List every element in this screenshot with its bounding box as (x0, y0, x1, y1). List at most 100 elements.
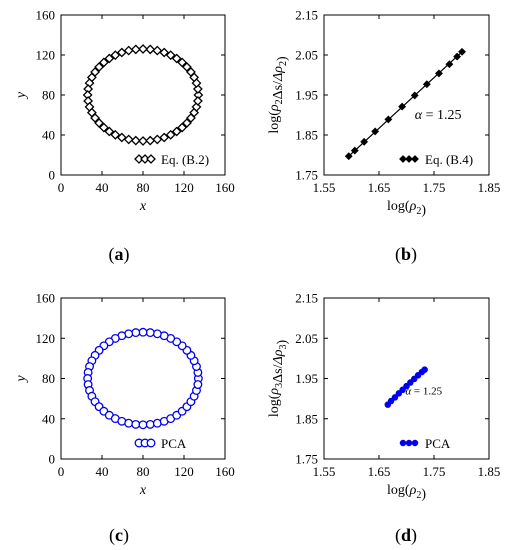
y-tick-label: 0 (49, 168, 56, 183)
data-point (104, 53, 115, 64)
y-axis-label: y (14, 91, 29, 100)
x-tick-label: 1.85 (478, 464, 501, 479)
y-tick-label: 120 (36, 48, 56, 63)
data-point (453, 52, 462, 61)
x-tick-label: 160 (215, 464, 235, 479)
data-point (138, 420, 148, 430)
y-tick-label: 0 (49, 452, 56, 467)
x-tick-label: 80 (137, 180, 150, 195)
chart-panel-d: 1.55 1.65 1.75 1.85 1.75 1.85 1.95 2.05 2.15 log(… (267, 291, 500, 547)
legend-marker (411, 155, 419, 163)
data-point (445, 60, 454, 69)
data-point (145, 419, 155, 429)
data-point (421, 366, 428, 373)
y-axis-label: y (14, 375, 29, 384)
data-point (384, 115, 393, 124)
y-axis-label: log(ρ3Δs/Δρ3) (267, 340, 290, 418)
data-point (177, 122, 188, 133)
x-tick-label: 120 (174, 464, 194, 479)
x-tick-label: 80 (137, 464, 150, 479)
data-point (123, 45, 134, 56)
y-tick-label: 40 (42, 411, 55, 426)
y-tick-label: 1.75 (295, 168, 318, 183)
data-point (371, 127, 380, 136)
data-point (130, 44, 141, 55)
x-tick-label: 1.85 (478, 180, 501, 195)
data-point (130, 135, 141, 146)
data-point (192, 96, 203, 106)
data-point (116, 47, 127, 58)
data-point (399, 386, 406, 394)
x-tick-label: 40 (96, 464, 109, 479)
x-tick-label: 40 (96, 180, 109, 195)
data-point (145, 328, 155, 338)
data-point (152, 45, 163, 56)
x-tick-label: 1.65 (368, 464, 391, 479)
chart-panel-b: 1.55 1.65 1.75 1.85 1.75 1.85 1.95 2.05 2.15 log(… (267, 8, 500, 266)
panel-label: (c) (109, 525, 129, 546)
legend-marker (146, 154, 156, 164)
data-point (94, 62, 105, 72)
data-point (387, 397, 395, 405)
y-tick-label: 1.95 (295, 88, 318, 103)
data-point (98, 122, 109, 133)
data-point (152, 134, 163, 145)
data-point (131, 419, 141, 429)
data-point (186, 67, 196, 77)
x-axis-label: log(ρ2) (387, 199, 426, 218)
data-point (391, 394, 399, 401)
data-point (395, 390, 403, 397)
panel-label: (b) (395, 244, 417, 265)
y-tick-label: 2.15 (295, 291, 318, 306)
y-tick-label: 80 (42, 371, 55, 386)
x-tick-label: 1.75 (423, 464, 446, 479)
data-point (159, 132, 170, 143)
y-tick-label: 1.85 (295, 411, 318, 426)
data-point (181, 118, 192, 128)
panel-label: (d) (395, 525, 417, 546)
x-axis-label: x (139, 483, 147, 498)
data-point (124, 418, 134, 428)
fit-line (348, 51, 463, 157)
legend-label: PCA (161, 436, 187, 451)
data-point (435, 69, 443, 78)
legend-marker (405, 155, 413, 163)
y-tick-label: 80 (42, 88, 55, 103)
alpha-annotation: α = 1.25 (415, 108, 462, 123)
data-point (110, 50, 121, 61)
data-point (398, 102, 407, 111)
plot-frame (323, 297, 490, 460)
legend-marker (399, 439, 407, 447)
legend-marker (399, 155, 407, 163)
chart-panel-a: 0 40 80 120 160 0 40 80 120 160 x y Eq. (B.2) (a) (14, 8, 235, 266)
data-point (110, 129, 121, 140)
legend-label: Eq. (B.2) (161, 152, 209, 167)
x-tick-label: 120 (174, 180, 194, 195)
x-tick-label: 1.55 (313, 180, 336, 195)
legend-label: Eq. (B.4) (425, 152, 473, 167)
y-tick-label: 1.95 (295, 371, 318, 386)
data-point (403, 382, 410, 390)
data-point (94, 118, 105, 128)
alpha-annotation: α = 1.25 (405, 386, 442, 398)
data-point (165, 50, 176, 61)
data-point (145, 44, 156, 55)
panel-label: (a) (109, 244, 130, 265)
x-tick-label: 0 (58, 464, 65, 479)
data-point (171, 53, 182, 64)
chart-panel-c: 0 40 80 120 160 0 40 80 120 160 x y PCA (c) (14, 291, 235, 547)
data-point (410, 91, 419, 100)
y-tick-label: 1.75 (295, 452, 318, 467)
plot-frame (323, 14, 490, 176)
x-tick-label: 1.55 (313, 464, 336, 479)
y-tick-label: 160 (36, 291, 56, 306)
y-tick-label: 160 (36, 8, 56, 23)
x-tick-label: 0 (58, 180, 65, 195)
data-point (422, 80, 431, 89)
data-point (123, 134, 134, 145)
data-point (410, 375, 418, 383)
legend-marker (405, 439, 413, 447)
data-point (152, 329, 162, 339)
y-axis-label: log(ρ2Δs/Δρ2) (267, 56, 290, 134)
